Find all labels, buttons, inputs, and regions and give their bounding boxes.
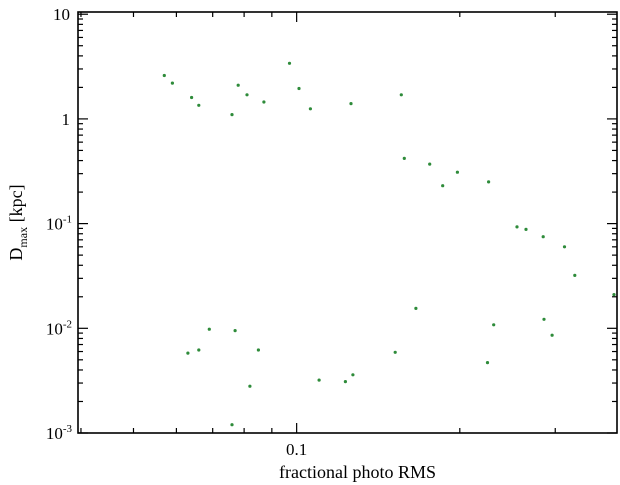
data-point xyxy=(262,100,266,104)
data-point xyxy=(441,184,445,188)
data-point xyxy=(428,162,432,166)
data-point xyxy=(541,235,545,239)
data-point xyxy=(162,73,166,78)
data-point xyxy=(230,113,234,117)
data-point xyxy=(197,348,201,352)
data-point xyxy=(297,86,301,91)
data-point xyxy=(230,423,234,427)
data-point xyxy=(393,350,397,354)
data-points xyxy=(162,61,616,427)
data-point xyxy=(515,225,519,229)
y-tick-label: 10 xyxy=(53,5,70,24)
y-axis-label-subscript: max xyxy=(16,227,30,248)
axis-ticks: 10 1 10-1 10-2 10-3 0.1 xyxy=(46,5,617,459)
x-tick-label: 0.1 xyxy=(286,440,307,459)
data-point xyxy=(207,327,211,331)
data-point xyxy=(524,227,528,231)
data-point xyxy=(402,156,406,160)
x-axis-label: fractional photo RMS xyxy=(279,462,436,482)
data-point xyxy=(308,107,312,111)
data-point xyxy=(492,323,496,327)
data-point xyxy=(542,317,546,321)
data-point xyxy=(170,81,174,85)
data-point xyxy=(612,293,616,297)
data-point xyxy=(186,351,190,355)
data-point xyxy=(236,83,240,87)
y-tick-label: 10-2 xyxy=(46,318,72,338)
data-point xyxy=(573,273,577,277)
data-point xyxy=(349,102,353,106)
data-point xyxy=(317,378,321,382)
data-point xyxy=(485,361,490,365)
data-point xyxy=(248,384,252,388)
plot-frame xyxy=(77,11,618,434)
data-point xyxy=(343,380,347,384)
data-point xyxy=(550,333,554,337)
data-point xyxy=(414,306,418,310)
data-point xyxy=(256,348,260,352)
y-tick-label: 1 xyxy=(62,110,71,129)
data-point xyxy=(245,93,249,97)
data-point xyxy=(287,61,292,65)
y-tick-label: 10-3 xyxy=(46,423,73,443)
data-point xyxy=(190,95,194,100)
y-axis-label-unit: [kpc] xyxy=(6,184,26,226)
y-tick-label: 10-1 xyxy=(46,214,72,234)
y-axis-label-main: D xyxy=(6,248,26,261)
data-point xyxy=(197,103,201,107)
data-point xyxy=(399,93,403,97)
y-axis-label: Dmax [kpc] xyxy=(6,184,30,260)
data-point xyxy=(455,170,459,174)
data-point xyxy=(351,373,355,377)
data-point xyxy=(562,245,567,249)
data-point xyxy=(487,180,491,184)
data-point xyxy=(233,329,237,333)
